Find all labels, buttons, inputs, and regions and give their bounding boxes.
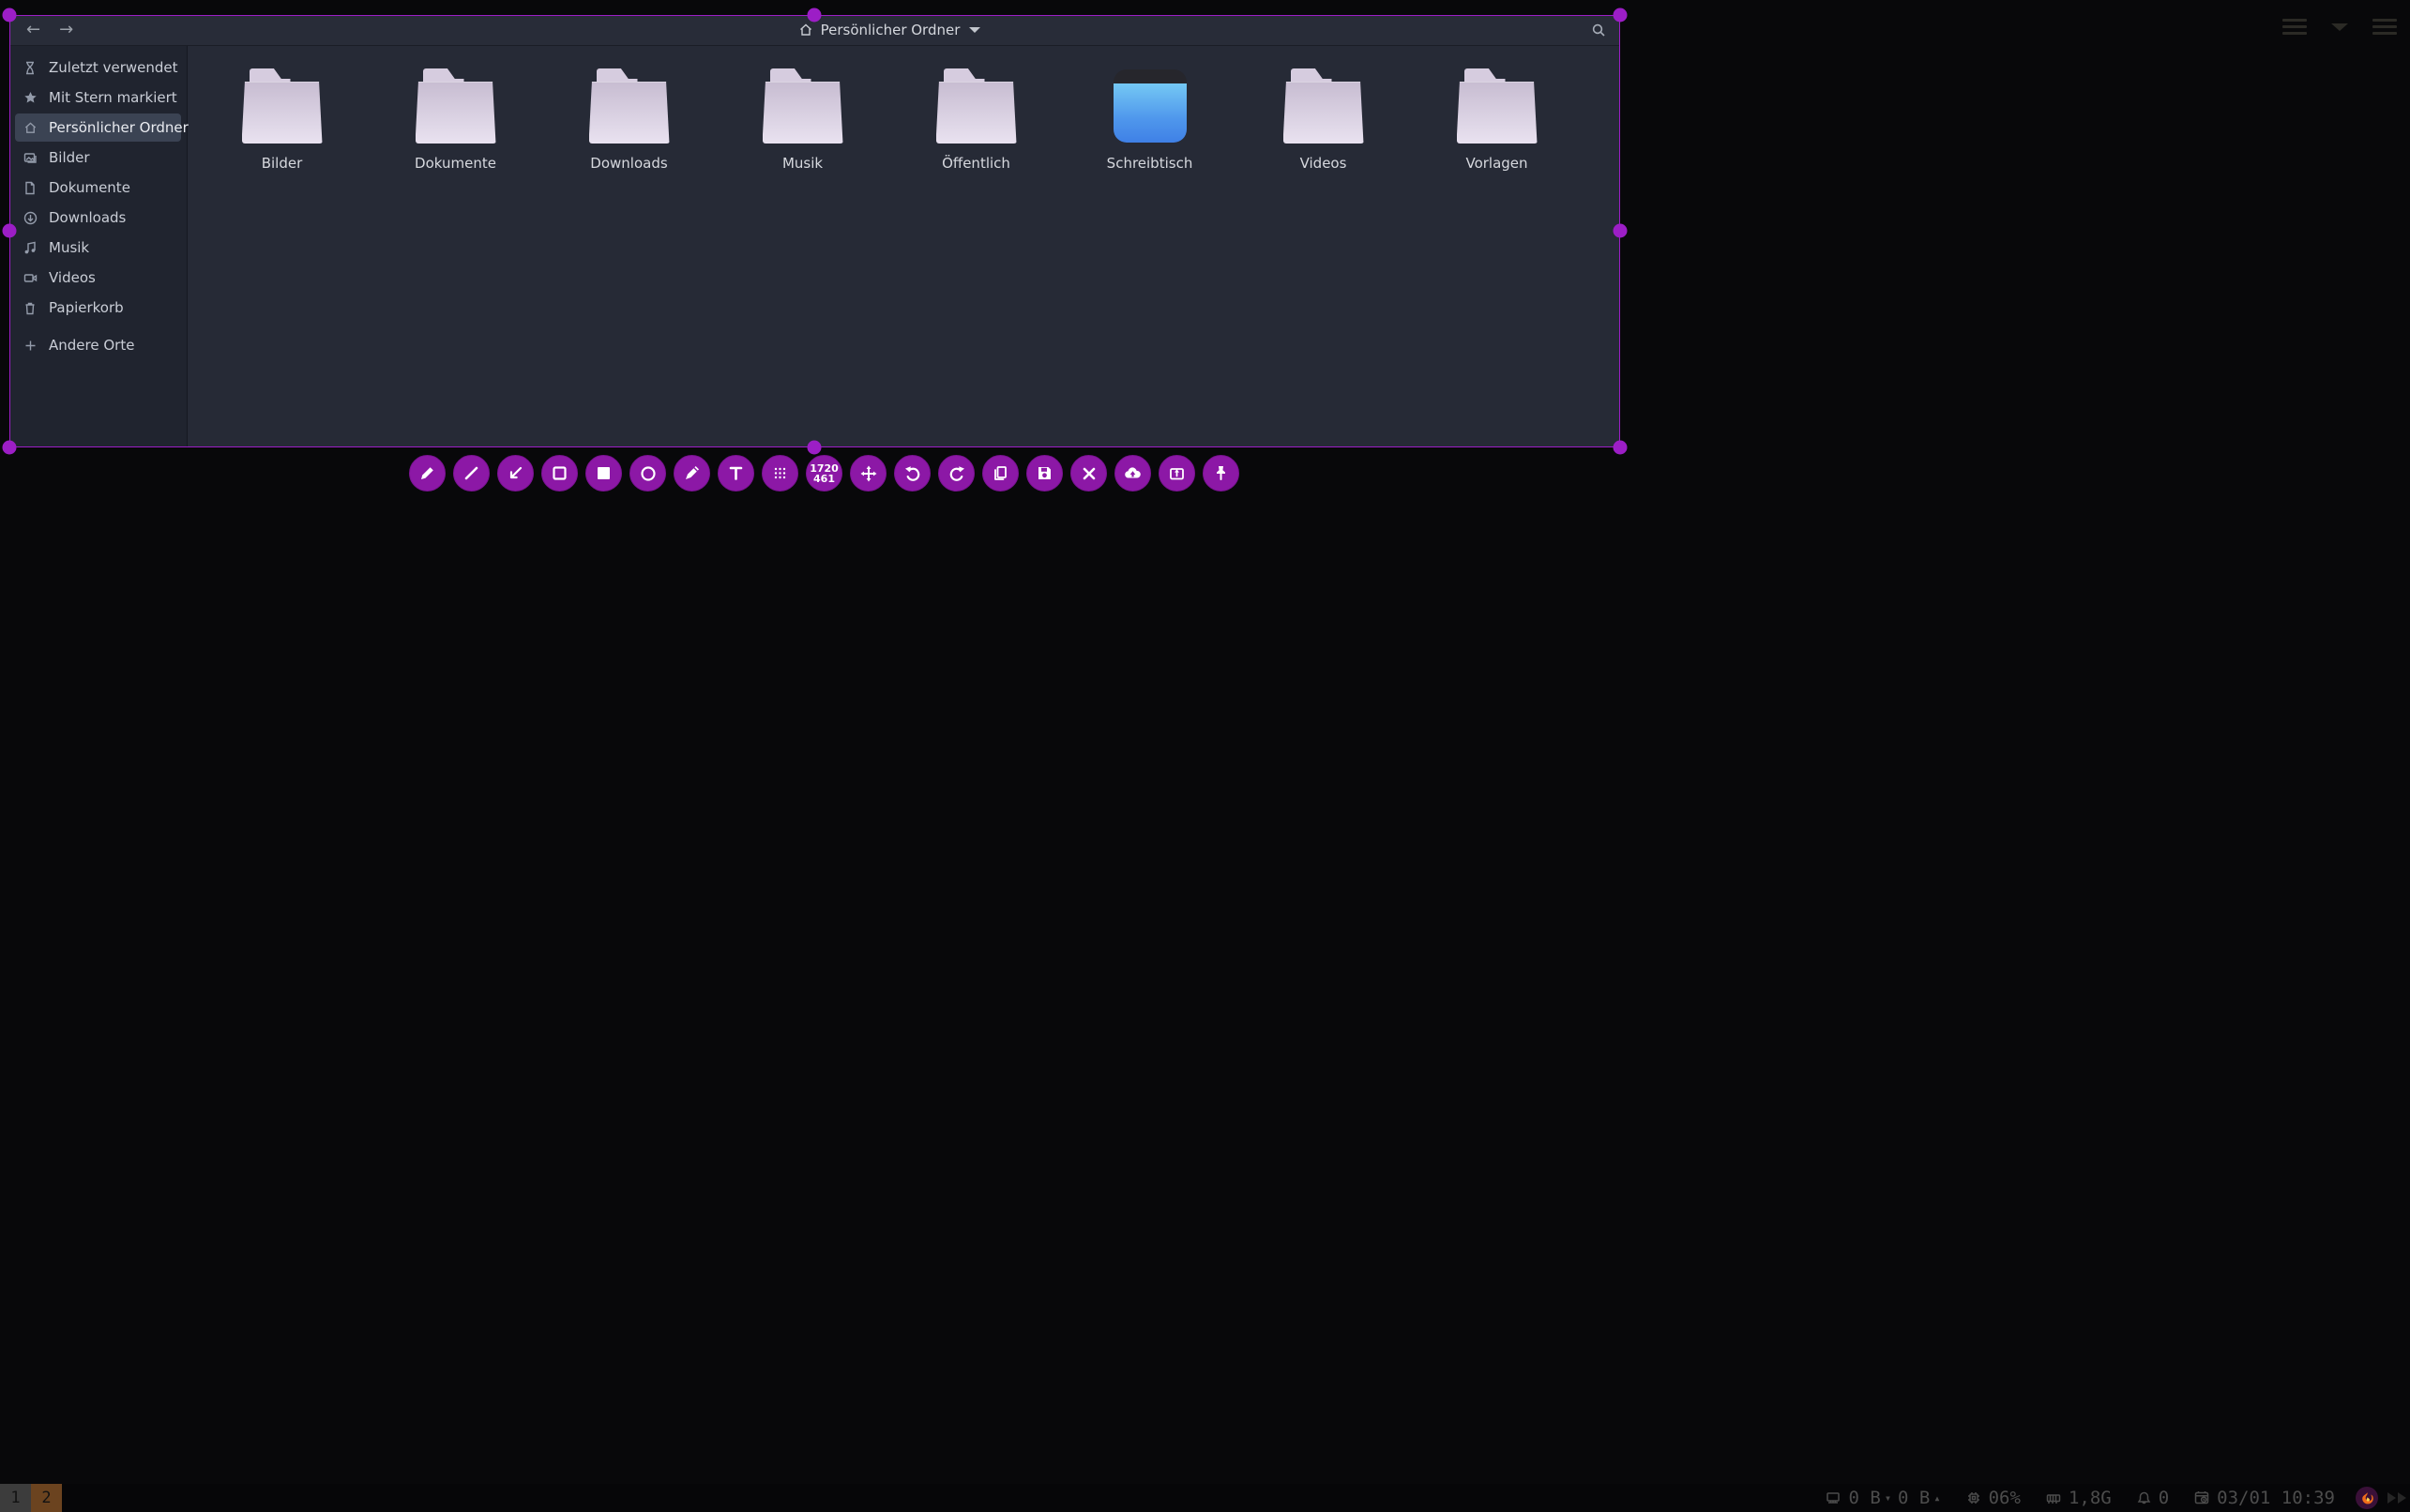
path-bar-button[interactable]: Persönlicher Ordner [188,22,1591,38]
folder-icon [1282,68,1364,144]
home-icon [23,120,38,135]
circle-tool-button[interactable] [629,455,666,491]
folder-item[interactable]: Bilder [195,68,369,172]
sidebar-item-music[interactable]: Musik [15,234,181,262]
folder-icon [935,68,1017,144]
desktop-icon [1113,69,1187,143]
system-status: 0 B ▾ 0 B ▴ 06% 1,8G 0 03/01 10:39 [1800,1484,2406,1512]
selection-handle-top-left[interactable] [2,8,17,23]
cpu-icon [1967,1492,1979,1504]
sidebar-item-home[interactable]: Persönlicher Ordner [15,113,189,142]
folder-icon [1456,68,1538,144]
up-arrow-icon: ▴ [1933,1491,1941,1504]
ethernet-icon [1826,1492,1841,1504]
folder-item[interactable]: Videos [1236,68,1410,172]
save-button[interactable] [1026,455,1063,491]
tray-arrows-icon[interactable] [2386,1492,2406,1504]
star-icon [23,90,38,105]
folder-icon [415,68,496,144]
selection-handle-mid-right[interactable] [1613,223,1628,238]
memory-status: 1,8G [2045,1488,2112,1508]
selection-handle-bottom-right[interactable] [1613,440,1628,455]
video-icon [23,270,38,285]
workspace-switcher: 1 2 [0,1484,62,1512]
folder-item[interactable]: Dokumente [369,68,542,172]
menu-icon[interactable] [2372,19,2397,35]
home-icon [798,23,813,38]
selection-handle-mid-left[interactable] [2,223,17,238]
search-button[interactable] [1591,23,1620,38]
cpu-status: 06% [1965,1488,2021,1508]
back-button[interactable]: ← [26,20,41,39]
download-icon [23,210,38,225]
rectangle-tool-button[interactable] [541,455,578,491]
sidebar-item-other-locations[interactable]: Andere Orte [15,331,181,359]
sidebar-item-trash[interactable]: Papierkorb [15,294,181,322]
pin-button[interactable] [1203,455,1239,491]
sidebar-item-pictures[interactable]: Bilder [15,144,181,172]
sidebar-item-documents[interactable]: Dokumente [15,174,181,202]
redo-button[interactable] [938,455,975,491]
selection-handle-bottom-left[interactable] [2,440,17,455]
folder-grid: Bilder Dokumente Downloads Musik Öffentl… [188,46,1620,447]
folder-icon [588,68,670,144]
folder-item[interactable]: Schreibtisch [1063,68,1236,172]
trash-icon [23,300,38,315]
recent-icon [23,60,38,75]
down-arrow-icon: ▾ [1884,1491,1892,1504]
selection-handle-top-center[interactable] [807,8,822,23]
capture-toolbar: 1720 461 [409,455,1239,491]
selection-handle-bottom-center[interactable] [807,440,822,455]
network-status: 0 B ▾ 0 B ▴ [1825,1488,1941,1508]
chevron-down-icon[interactable] [2331,23,2348,31]
folder-icon [241,68,323,144]
sidebar-item-starred[interactable]: Mit Stern markiert [15,83,181,112]
file-manager-window: ← → Persönlicher Ordner Zuletzt verwende… [9,15,1620,447]
forward-button[interactable]: → [59,20,74,39]
arrow-tool-button[interactable] [497,455,534,491]
workspace-tag[interactable]: 1 [0,1484,31,1512]
filled-rectangle-tool-button[interactable] [585,455,622,491]
memory-icon [2046,1494,2061,1504]
chevron-down-icon [969,27,981,33]
notification-status: 0 [2136,1488,2169,1508]
folder-item[interactable]: Öffentlich [889,68,1063,172]
status-bar: 1 2 0 B ▾ 0 B ▴ 06% 1,8G 0 03/01 10:39 [0,1484,2410,1512]
workspace-tag[interactable]: 2 [31,1484,62,1512]
images-icon [23,150,38,165]
pixelate-tool-button[interactable] [762,455,798,491]
copy-button[interactable] [982,455,1019,491]
sidebar-item-downloads[interactable]: Downloads [15,204,181,232]
sidebar-item-videos[interactable]: Videos [15,264,181,292]
folder-item[interactable]: Musik [716,68,889,172]
sidebar: Zuletzt verwendet Mit Stern markiert Per… [9,46,189,447]
flameshot-tray-icon[interactable] [2356,1487,2378,1509]
top-panel-icons [2282,19,2397,35]
undo-button[interactable] [894,455,931,491]
selection-size-indicator: 1720 461 [806,455,842,491]
bell-icon [2137,1491,2151,1504]
line-tool-button[interactable] [453,455,490,491]
move-tool-button[interactable] [850,455,887,491]
folder-item[interactable]: Downloads [542,68,716,172]
open-in-app-button[interactable] [1159,455,1195,491]
selection-handle-top-right[interactable] [1613,8,1628,23]
sidebar-item-recent[interactable]: Zuletzt verwendet [15,53,181,82]
document-icon [23,180,38,195]
music-icon [23,240,38,255]
folder-icon [762,68,843,144]
marker-tool-button[interactable] [674,455,710,491]
cloud-upload-button[interactable] [1114,455,1151,491]
menu-icon[interactable] [2282,19,2307,35]
window-title: Persönlicher Ordner [820,22,961,38]
clock-status: 03/01 10:39 [2193,1488,2335,1508]
plus-icon [23,338,38,353]
calendar-icon [2194,1491,2209,1504]
pencil-tool-button[interactable] [409,455,446,491]
close-button[interactable] [1070,455,1107,491]
text-tool-button[interactable] [718,455,754,491]
folder-item[interactable]: Vorlagen [1410,68,1584,172]
